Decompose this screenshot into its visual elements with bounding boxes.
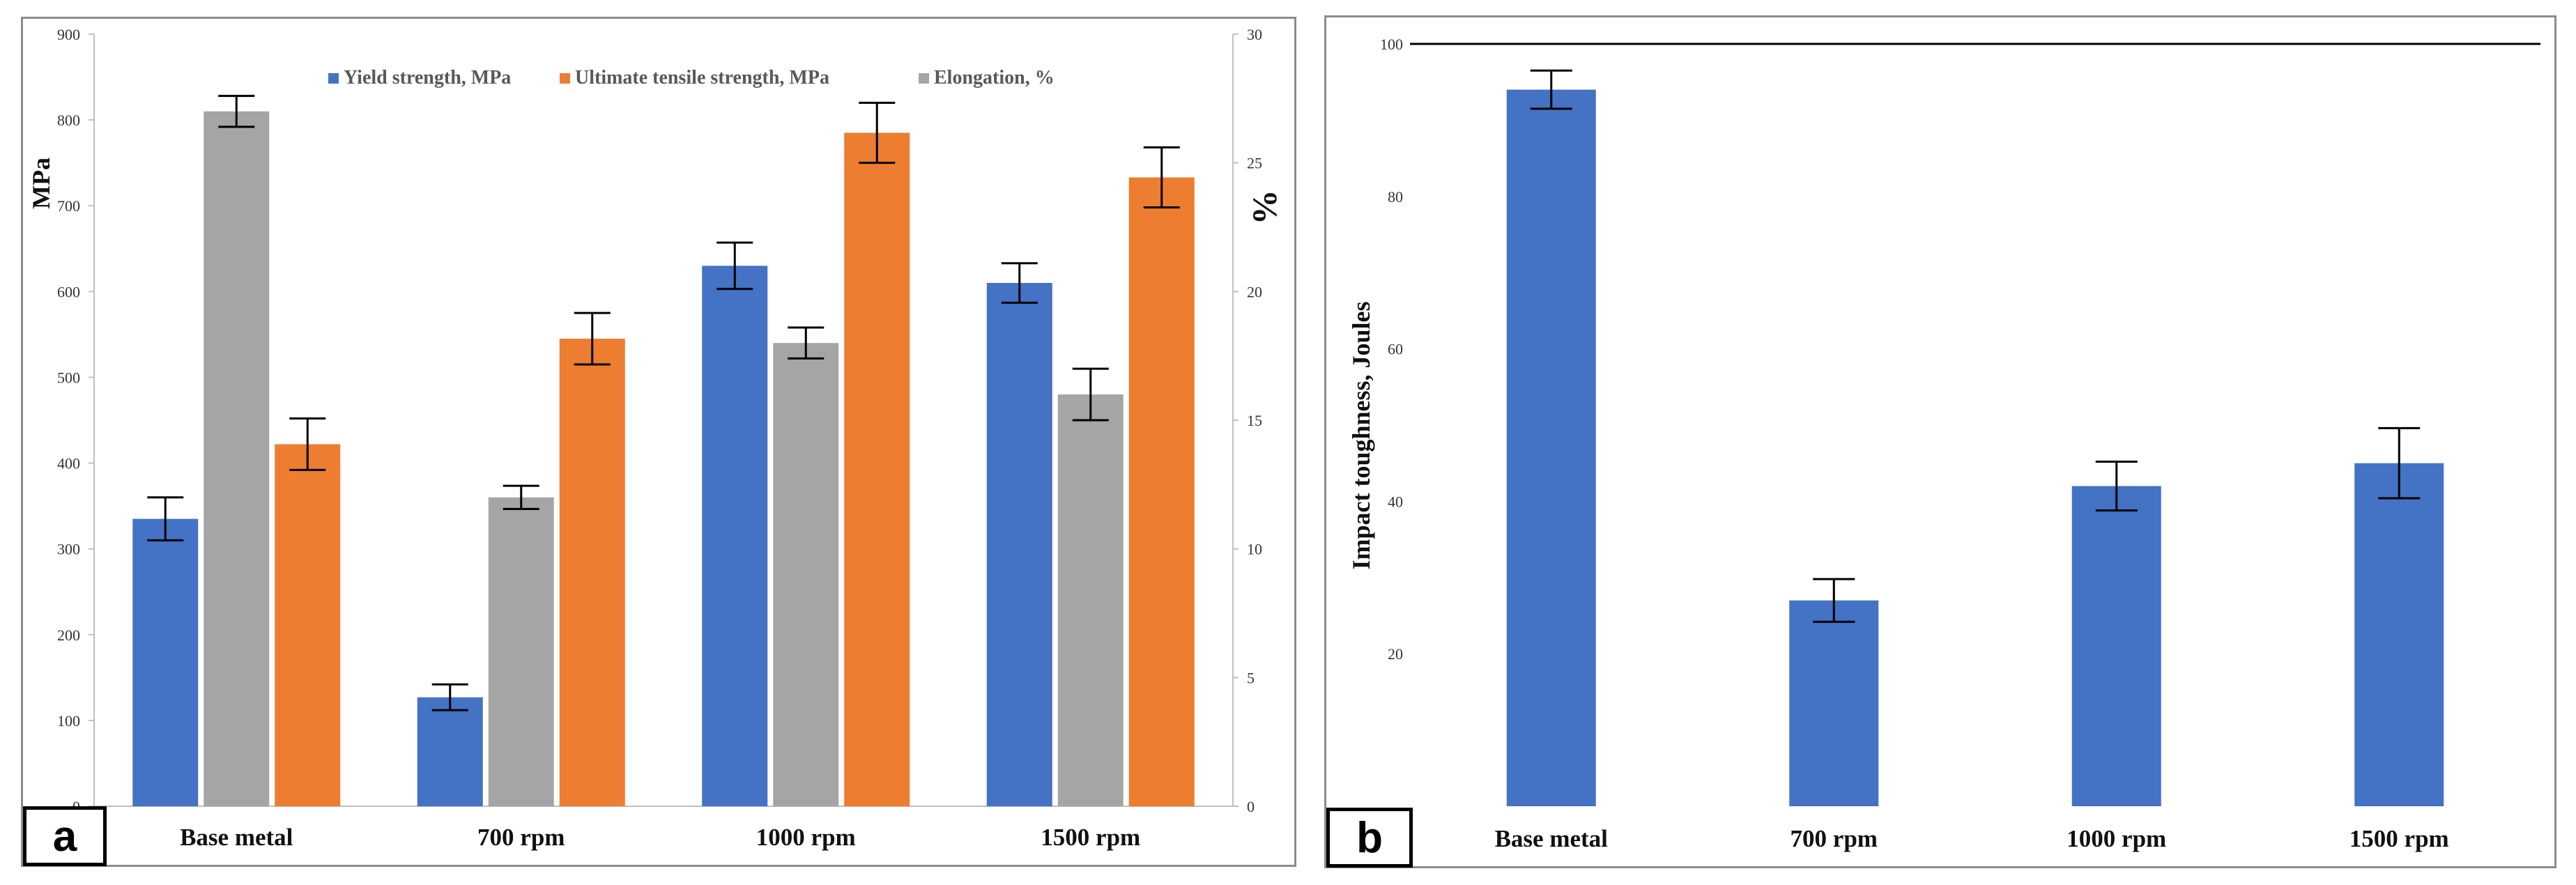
legend-swatch-yield-strength-mpa: [328, 73, 339, 84]
bar-ultimate-tensile-strength-mpa-base-metal: [275, 444, 341, 806]
bar-yield-strength-mpa-1000-rpm: [702, 266, 768, 806]
category-label-1500-rpm: 1500 rpm: [2349, 825, 2449, 852]
y-tick-label: 60: [1388, 341, 1403, 358]
left-tick-label: 900: [57, 26, 80, 43]
left-tick-label: 700: [57, 197, 80, 215]
left-tick-label: 800: [57, 111, 80, 129]
left-tick-label: 400: [57, 455, 80, 472]
legend-label-elongation: Elongation, %: [934, 67, 1055, 88]
bar-base-metal: [1506, 89, 1596, 806]
tensile-properties-chart-panel: 0100200300400500600700800900051015202530…: [21, 17, 1296, 867]
bar-1500-rpm: [2354, 463, 2444, 806]
right-tick-label: 20: [1247, 283, 1262, 300]
right-tick-label: 0: [1247, 798, 1255, 815]
bar-1000-rpm: [2071, 486, 2161, 806]
bar-700-rpm: [1789, 600, 1879, 806]
bar-elongation-base-metal: [204, 111, 270, 807]
category-label-1500-rpm: 1500 rpm: [1041, 824, 1140, 851]
left-axis-title: MPa: [27, 157, 55, 209]
legend-swatch-elongation: [919, 73, 929, 84]
category-label-base-metal: Base metal: [180, 824, 293, 851]
y-tick-label: 20: [1388, 645, 1403, 663]
bar-yield-strength-mpa-1500-rpm: [986, 283, 1052, 806]
left-tick-label: 600: [57, 283, 80, 300]
panel-label-b: b: [1326, 808, 1413, 868]
category-label-700-rpm: 700 rpm: [1791, 825, 1878, 852]
right-tick-label: 15: [1247, 412, 1262, 429]
chart-b-bars: [1506, 69, 2444, 806]
left-tick-label: 200: [57, 626, 80, 644]
bar-ultimate-tensile-strength-mpa-1000-rpm: [844, 132, 910, 807]
bar-yield-strength-mpa-base-metal: [132, 518, 199, 806]
right-tick-label: 10: [1247, 541, 1262, 558]
bar-elongation-700-rpm: [488, 497, 554, 806]
chart-a-legend: Yield strength, MPa Ultimate tensile stre…: [328, 67, 1055, 88]
y-tick-label: 40: [1388, 493, 1403, 510]
category-label-1000-rpm: 1000 rpm: [2067, 825, 2166, 852]
legend-label-ultimate-tensile-strength-mpa: Ultimate tensile strength, MPa: [575, 67, 829, 88]
tensile-properties-chart: 0100200300400500600700800900051015202530…: [27, 26, 1285, 851]
bar-elongation-1000-rpm: [773, 343, 839, 806]
bar-yield-strength-mpa-700-rpm: [417, 697, 483, 806]
bar-ultimate-tensile-strength-mpa-1500-rpm: [1128, 177, 1195, 806]
y-tick-label: 100: [1380, 36, 1403, 53]
right-tick-label: 5: [1247, 669, 1255, 686]
impact-toughness-chart-panel: 20 40 60 80 100 Base metal 700 rpm 1000 rpm 1500…: [1324, 15, 2556, 868]
impact-toughness-chart: 20 40 60 80 100 Base metal 700 rpm 1000 rpm 1500…: [1347, 36, 2540, 852]
bar-ultimate-tensile-strength-mpa-700-rpm: [559, 339, 625, 806]
chart-b-ticks: 20 40 60 80 100 Base metal 700 rpm 1000 rpm 1500…: [1380, 36, 2449, 852]
category-label-1000-rpm: 1000 rpm: [756, 824, 856, 851]
bar-elongation-1500-rpm: [1057, 394, 1124, 806]
y-axis-title: Impact toughness, Joules: [1347, 301, 1375, 569]
left-tick-label: 300: [57, 541, 80, 558]
panel-label-a: a: [23, 806, 107, 866]
legend-label-yield-strength-mpa: Yield strength, MPa: [344, 67, 511, 88]
right-tick-label: 30: [1247, 26, 1262, 43]
left-tick-label: 500: [57, 369, 80, 386]
category-label-700-rpm: 700 rpm: [477, 824, 565, 851]
right-tick-label: 25: [1247, 155, 1262, 172]
right-axis-title: %: [1246, 190, 1285, 224]
left-tick-label: 100: [57, 712, 80, 730]
legend-swatch-ultimate-tensile-strength-mpa: [560, 73, 570, 84]
category-label-base-metal: Base metal: [1495, 825, 1609, 852]
chart-a-ticks: 0100200300400500600700800900051015202530…: [57, 26, 1262, 851]
y-tick-label: 80: [1388, 188, 1403, 206]
chart-a-bars: [132, 95, 1195, 807]
